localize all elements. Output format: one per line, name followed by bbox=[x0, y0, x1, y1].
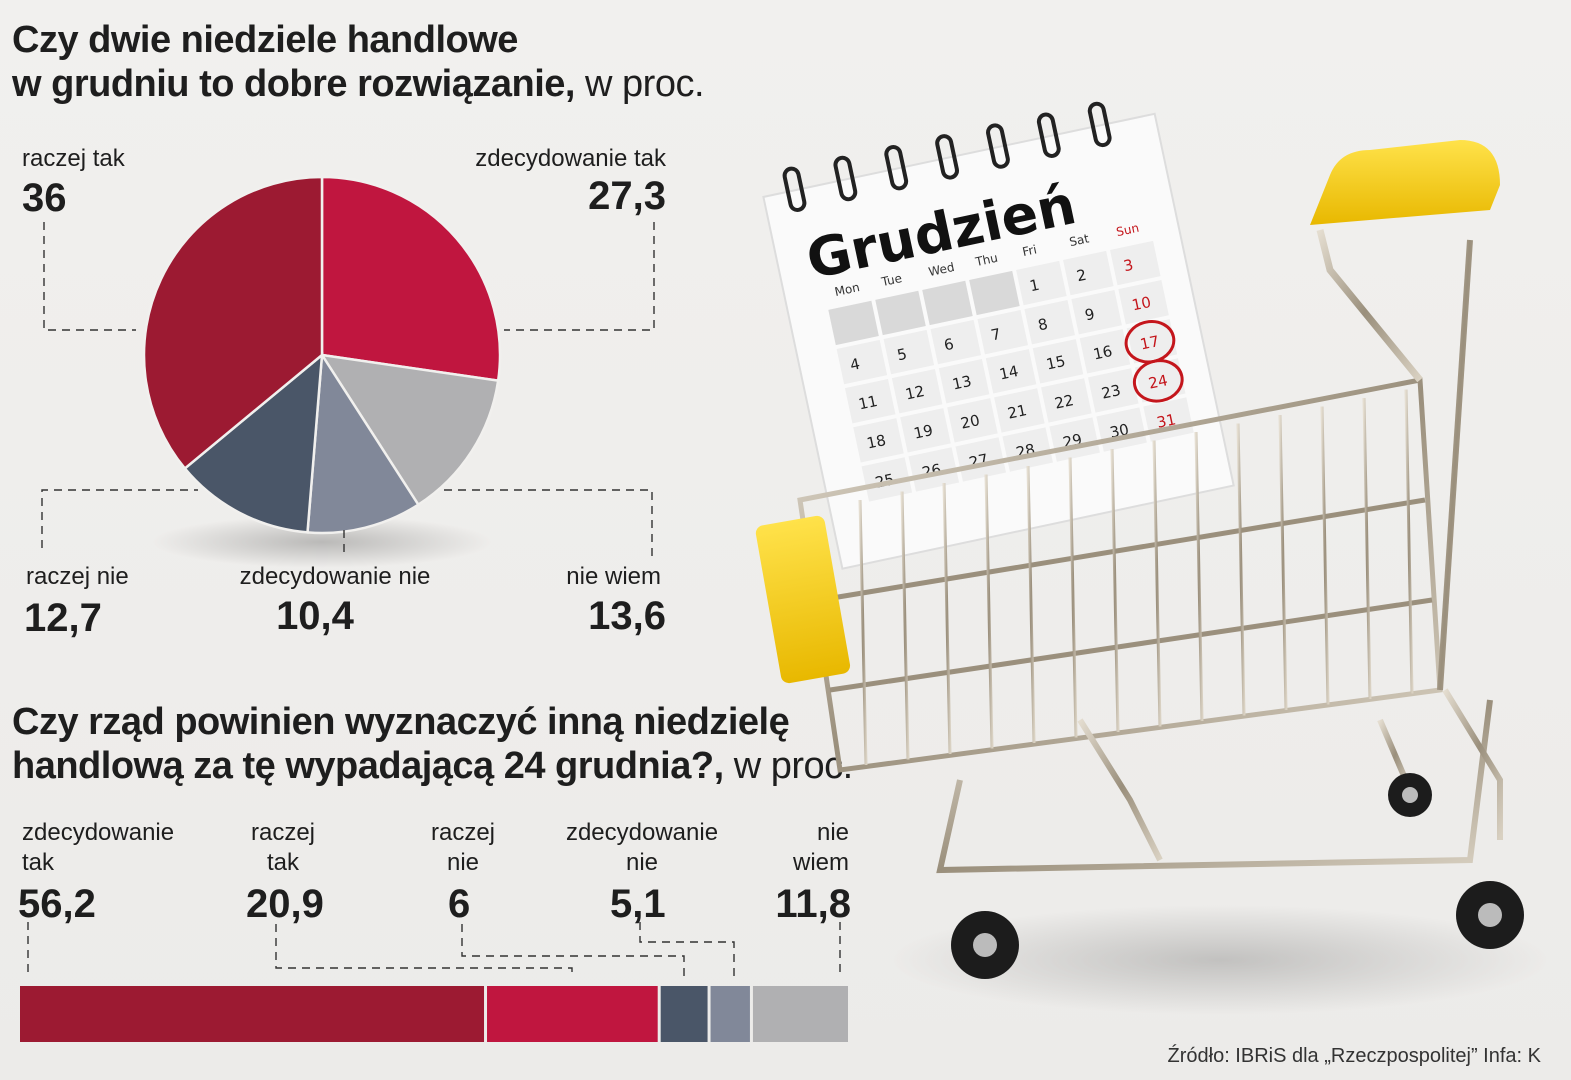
bar-value-zdecydowanie-nie: 5,1 bbox=[610, 882, 666, 926]
cart-basket bbox=[797, 229, 1503, 874]
pie-chart bbox=[41, 175, 655, 568]
svg-text:16: 16 bbox=[1092, 342, 1114, 364]
chart2-title: Czy rząd powinien wyznaczyć inną niedzie… bbox=[12, 700, 853, 788]
pie-slice-nie-wiem bbox=[319, 353, 500, 507]
svg-text:Fri: Fri bbox=[1021, 242, 1038, 259]
bar-segment-zdecydowanie-nie bbox=[710, 986, 750, 1042]
pie-label-raczej-tak: raczej tak bbox=[22, 145, 125, 172]
svg-text:5: 5 bbox=[895, 345, 908, 365]
chart1-title-line2: w grudniu to dobre rozwiązanie, bbox=[12, 63, 575, 105]
svg-text:29: 29 bbox=[1061, 430, 1083, 452]
leader-zdecydowanie-tak bbox=[504, 222, 655, 331]
svg-text:Mon: Mon bbox=[833, 280, 861, 299]
svg-text:30: 30 bbox=[1108, 420, 1130, 442]
bar-value-nie-wiem: 11,8 bbox=[775, 882, 851, 926]
svg-text:27: 27 bbox=[967, 450, 989, 472]
svg-text:13: 13 bbox=[951, 372, 973, 394]
calendar-page bbox=[762, 112, 1235, 570]
svg-text:4: 4 bbox=[848, 355, 861, 375]
bar-label-raczej-tak: raczej tak bbox=[250, 819, 316, 876]
svg-text:3: 3 bbox=[1122, 256, 1135, 276]
pie-value-zdecydowanie-nie: 10,4 bbox=[276, 594, 354, 638]
svg-text:28: 28 bbox=[1014, 440, 1036, 462]
leader-nie-wiem bbox=[440, 489, 653, 556]
bar-label-nie-wiem: nie wiem bbox=[792, 819, 849, 876]
chart1-title: Czy dwie niedziele handlowe w grudniu to… bbox=[12, 18, 705, 106]
bar-leader-2 bbox=[275, 924, 573, 978]
svg-text:7: 7 bbox=[989, 325, 1002, 345]
calendar-rings bbox=[782, 101, 1112, 213]
pie-shadow bbox=[152, 516, 492, 568]
svg-text:14: 14 bbox=[998, 362, 1020, 384]
svg-text:Wed: Wed bbox=[927, 260, 956, 279]
pie-value-nie-wiem: 13,6 bbox=[588, 594, 666, 638]
bar-leader-lines bbox=[27, 922, 841, 978]
svg-text:31: 31 bbox=[1155, 410, 1177, 432]
svg-text:Thu: Thu bbox=[973, 251, 999, 270]
pie-leader-lines bbox=[41, 222, 655, 556]
svg-text:11: 11 bbox=[857, 392, 879, 414]
bar-label-zdecydowanie-nie: zdecydowanie nie bbox=[565, 819, 719, 876]
bar-value-raczej-tak: 20,9 bbox=[246, 882, 324, 926]
cart-shadow bbox=[890, 905, 1550, 1015]
svg-text:10: 10 bbox=[1130, 293, 1152, 315]
cart-wheels bbox=[951, 773, 1524, 979]
bar-segment-zdecydowanie-tak bbox=[20, 986, 485, 1042]
svg-text:Sun: Sun bbox=[1115, 221, 1140, 239]
bar-value-raczej-nie: 6 bbox=[448, 882, 471, 926]
bar-leader-3 bbox=[461, 924, 685, 978]
svg-text:17: 17 bbox=[1139, 332, 1161, 354]
svg-text:8: 8 bbox=[1036, 315, 1049, 335]
pie-slice-zdecydowanie-tak bbox=[320, 175, 502, 383]
svg-text:26: 26 bbox=[920, 460, 942, 482]
pie-value-raczej-tak: 36 bbox=[22, 176, 67, 220]
leader-raczej-nie bbox=[41, 489, 198, 548]
svg-text:21: 21 bbox=[1006, 401, 1028, 423]
chart2-title-unit: w proc. bbox=[723, 745, 854, 787]
pie-label-nie-wiem: nie wiem bbox=[566, 563, 661, 590]
svg-text:Tue: Tue bbox=[879, 271, 903, 289]
cart-handle bbox=[1310, 140, 1500, 225]
svg-text:20: 20 bbox=[959, 411, 981, 433]
svg-text:Sat: Sat bbox=[1068, 231, 1090, 249]
svg-text:19: 19 bbox=[912, 421, 934, 443]
svg-text:2: 2 bbox=[1075, 266, 1088, 286]
chart2-title-line2: handlową za tę wypadającą 24 grudnia?, bbox=[12, 745, 724, 787]
svg-text:6: 6 bbox=[942, 335, 955, 355]
chart2-title-line1: Czy rząd powinien wyznaczyć inną niedzie… bbox=[12, 701, 790, 743]
svg-text:1: 1 bbox=[1028, 276, 1041, 296]
chart1-title-line1: Czy dwie niedziele handlowe bbox=[12, 19, 518, 61]
bar-label-raczej-nie: raczej nie bbox=[430, 819, 496, 876]
svg-text:18: 18 bbox=[865, 431, 887, 453]
svg-text:22: 22 bbox=[1053, 391, 1075, 413]
leader-raczej-tak bbox=[43, 222, 136, 331]
svg-text:25: 25 bbox=[873, 470, 895, 492]
bar-segment-nie-wiem bbox=[752, 986, 848, 1042]
bar-label-zdecydowanie-tak: zdecydowanie tak bbox=[22, 819, 175, 876]
calendar-month: Grudzień bbox=[801, 173, 1081, 291]
pie-value-raczej-nie: 12,7 bbox=[24, 596, 102, 640]
bar-segments bbox=[20, 986, 848, 1042]
chart1-title-unit: w proc. bbox=[574, 63, 705, 105]
svg-text:24: 24 bbox=[1147, 371, 1169, 393]
pie-value-zdecydowanie-tak: 27,3 bbox=[588, 174, 666, 218]
pie-label-zdecydowanie-tak: zdecydowanie tak bbox=[475, 145, 666, 172]
pie-slice-raczej-nie bbox=[183, 352, 324, 534]
bar-segment-raczej-tak bbox=[487, 986, 658, 1042]
pie-label-raczej-nie: raczej nie bbox=[26, 563, 129, 590]
svg-text:23: 23 bbox=[1100, 381, 1122, 403]
pie-slice-raczej-tak bbox=[142, 175, 324, 471]
pie-slices bbox=[142, 175, 502, 535]
bar-value-zdecydowanie-tak: 56,2 bbox=[18, 882, 96, 926]
svg-text:15: 15 bbox=[1045, 352, 1067, 374]
cart-bumper bbox=[755, 515, 851, 684]
source-note: Źródło: IBRiS dla „Rzeczpospolitej” Infa… bbox=[1167, 1045, 1542, 1067]
svg-text:9: 9 bbox=[1083, 305, 1096, 325]
bar-leader-4 bbox=[639, 922, 735, 978]
bar-segment-raczej-nie bbox=[660, 986, 708, 1042]
pie-slice-zdecydowanie-nie bbox=[306, 351, 421, 535]
svg-text:12: 12 bbox=[904, 382, 926, 404]
